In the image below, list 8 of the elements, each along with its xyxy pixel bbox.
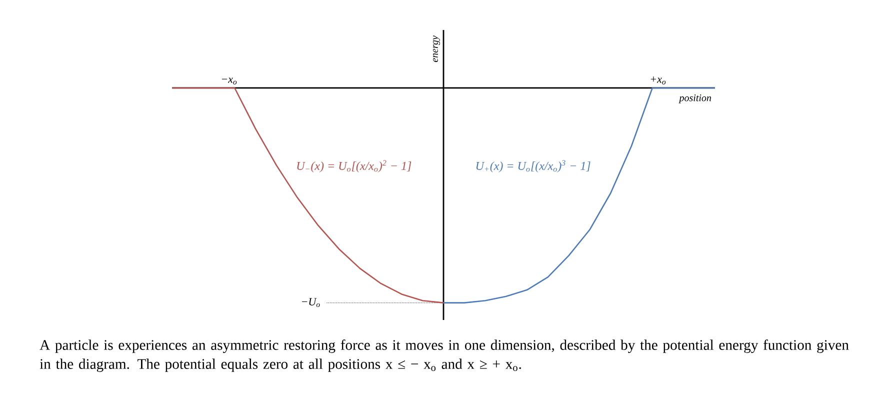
text: U$_{−}$(x) = U$_{o}$[(x/x$_{o}$)$^{2}$ − 1] — [297, 160, 412, 172]
annotation: −U$_{o}$ — [302, 298, 320, 308]
text: +x$_{o}$ — [650, 76, 666, 84]
text: A particle is experiences an asymmetric restoring force as it moves in one dimension, described by the potential energy function given in the diagram. The potential equals zero at all positions x ≤ − x$_{o}$ and x ≥ + x$_{o}$. — [40, 340, 849, 372]
y-axis-title: energy — [433, 36, 440, 62]
x-axis-title: position — [678, 94, 712, 104]
text: −x$_{o}$ — [222, 78, 237, 84]
text: U$_{+}$(x) = U$_{o}$[(x/x$_{o}$)$^{3}$ − 1] — [476, 160, 590, 172]
